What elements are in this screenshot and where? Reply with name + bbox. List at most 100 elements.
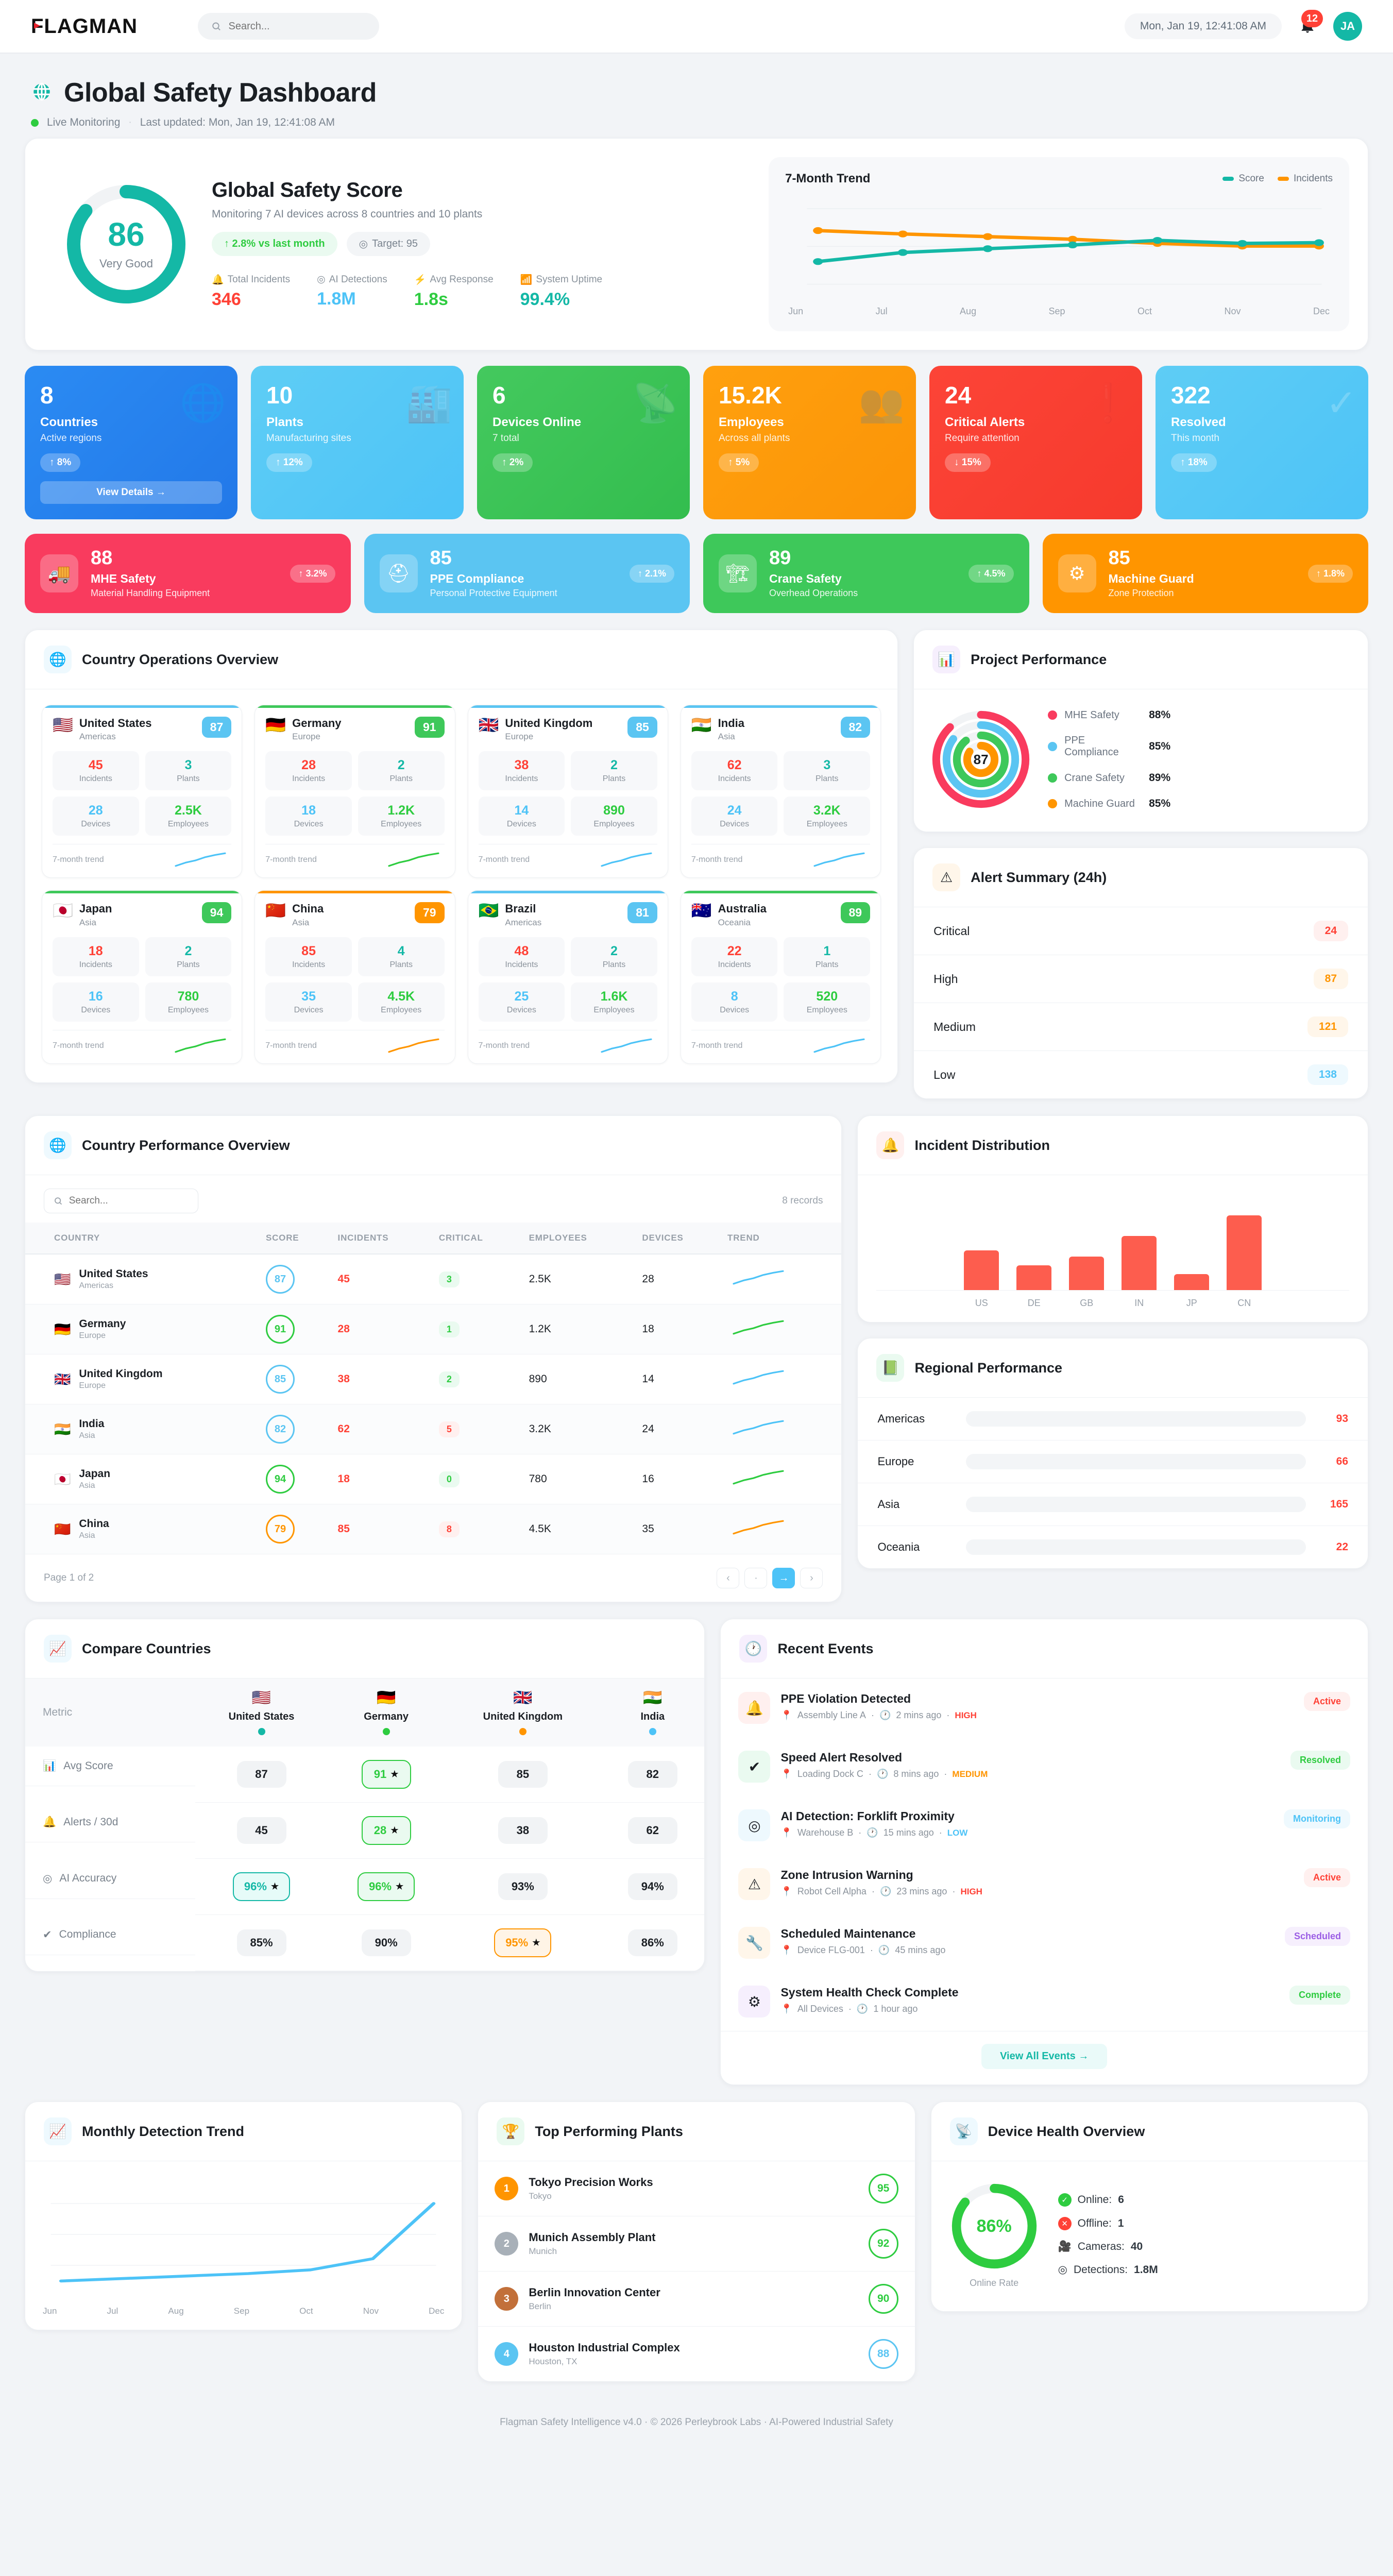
table-search[interactable] [44,1189,198,1213]
plant-row[interactable]: 1 Tokyo Precision Works Tokyo 95 [478,2161,915,2216]
event-location: Assembly Line A [797,1710,866,1720]
country-card[interactable]: 🇨🇳 China Asia 79 85 Incidents 4 Plants 35 D… [254,890,455,1064]
alert-row[interactable]: Low 138 [914,1051,1368,1098]
kpi-card-employees[interactable]: 👥 15.2K Employees Across all plants ↑ 5% [703,366,916,519]
page-dot-button[interactable]: · [744,1568,768,1588]
country-card[interactable]: 🇬🇧 United Kingdom Europe 85 38 Incidents … [467,705,668,878]
alert-row[interactable]: Critical 24 [914,907,1368,955]
incident-x-axis: US DE GB IN JP CN [876,1298,1349,1309]
event-row[interactable]: ◎ AI Detection: Forklift Proximity 📍 Ware… [721,1796,1368,1855]
kpi-card-devices-online[interactable]: 📡 6 Devices Online 7 total ↑ 2% [477,366,690,519]
event-row[interactable]: ⚙ System Health Check Complete 📍 All Devi… [721,1972,1368,2031]
country-region: Asia [79,1431,95,1440]
sparkline [175,852,226,867]
card-accent [255,705,455,708]
column-header[interactable]: TREND [722,1223,842,1255]
device-card-crane-safety[interactable]: 🏗 89 Crane Safety Overhead Operations ↑ … [703,534,1029,613]
plant-row[interactable]: 2 Munich Assembly Plant Munich 92 [478,2216,915,2272]
legend-incidents: Incidents [1277,173,1333,184]
notifications-button[interactable]: 12 [1296,10,1323,38]
safety-score-gauge: 86 Very Good [64,182,188,306]
live-status-label: Live Monitoring [47,116,121,128]
event-row[interactable]: ✔ Speed Alert Resolved 📍 Loading Dock C ·… [721,1737,1368,1796]
table-row[interactable]: 🇺🇸 United States Americas 87 45 3 2.5K 2… [25,1254,842,1304]
target-icon: ◎ [317,274,326,285]
view-all-events-button[interactable]: View All Events → [981,2044,1108,2069]
last-page-button[interactable]: › [800,1568,823,1588]
search-input[interactable] [228,20,366,32]
kpi-card-resolved[interactable]: ✓ 322 Resolved This month ↑ 18% [1156,366,1368,519]
alert-row[interactable]: Medium 121 [914,1003,1368,1051]
country-card[interactable]: 🇯🇵 Japan Asia 94 18 Incidents 2 Plants 16 D… [42,890,243,1064]
event-row[interactable]: 🔧 Scheduled Maintenance 📍 Device FLG-001 … [721,1913,1368,1972]
compare-value: 96% ★ [357,1872,415,1901]
employees-value: 4.5K [523,1504,637,1554]
country-card[interactable]: 🇦🇺 Australia Oceania 89 22 Incidents 1 Pla… [680,890,881,1064]
device-card-ppe-compliance[interactable]: ⛑ 85 PPE Compliance Personal Protective … [364,534,690,613]
event-meta: 📍 All Devices · 🕐 1 hour ago [780,2004,918,2014]
flag-icon: 🇧🇷 [478,901,499,920]
plant-score: 90 [868,2284,898,2314]
table-row[interactable]: 🇯🇵 Japan Asia 94 18 0 780 16 [25,1454,842,1504]
kpi-card-plants[interactable]: 🏭 10 Plants Manufacturing sites ↑ 12% [251,366,464,519]
alert-row[interactable]: High 87 [914,955,1368,1003]
country-card[interactable]: 🇮🇳 India Asia 82 62 Incidents 3 Plants 24 D… [680,705,881,878]
kpi-value: 6 [492,382,506,409]
kpi-delta: ↑ 18% [1171,453,1217,472]
project-performance-title: Project Performance [971,651,1107,667]
plant-row[interactable]: 3 Berlin Innovation Center Berlin 90 [478,2272,915,2327]
column-header[interactable]: COUNTRY [25,1223,261,1255]
country-operations-card: 🌐 Country Operations Overview 🇺🇸 United … [25,630,898,1083]
people-icon: 👥 [858,383,905,424]
event-row[interactable]: ⚠ Zone Intrusion Warning 📍 Robot Cell Alp… [721,1855,1368,1913]
plant-row[interactable]: 4 Houston Industrial Complex Houston, TX… [478,2327,914,2381]
country-card[interactable]: 🇺🇸 United States Americas 87 45 Incidents… [42,705,243,878]
kpi-card-critical-alerts[interactable]: ❗ 24 Critical Alerts Require attention ↓… [929,366,1142,519]
country-card[interactable]: 🇧🇷 Brazil Americas 81 48 Incidents 2 Plant… [467,890,668,1064]
monthly-detection-title: Monthly Detection Trend [82,2123,245,2139]
compare-cell: 96% ★ [195,1858,328,1915]
table-row[interactable]: 🇬🇧 United Kingdom Europe 85 38 2 890 14 [25,1354,842,1404]
column-header[interactable]: SCORE [260,1223,333,1255]
kpi-sublabel: Require attention [945,433,1020,444]
global-search[interactable] [198,13,379,40]
table-row[interactable]: 🇨🇳 China Asia 79 85 8 4.5K 35 [25,1504,842,1554]
table-search-input[interactable] [69,1195,189,1207]
column-header[interactable]: INCIDENTS [332,1223,434,1255]
kpi-card-countries[interactable]: 🌐 8 Countries Active regions ↑ 8% View D… [25,366,237,519]
compare-value: 28 ★ [361,1816,411,1845]
device-health-stats: ✓ Online: 6 ✕ Offline: 1 🎥 Cameras: 40 ◎ De… [1058,2193,1158,2276]
prev-page-button[interactable]: ‹ [717,1568,740,1588]
column-header[interactable]: DEVICES [637,1223,723,1255]
device-card-machine-guard[interactable]: ⚙ 85 Machine Guard Zone Protection ↑ 1.8… [1042,534,1368,613]
column-header[interactable]: CRITICAL [433,1223,524,1255]
event-row[interactable]: 🔔 PPE Violation Detected 📍 Assembly Line … [721,1679,1368,1737]
country-card[interactable]: 🇩🇪 Germany Europe 91 28 Incidents 2 Plants… [254,705,455,878]
column-header[interactable]: EMPLOYEES [523,1223,637,1255]
view-details-button[interactable]: View Details → [40,481,222,504]
trend-chart-legend: Score Incidents [1222,173,1333,184]
critical-badge: 2 [438,1371,460,1387]
kpi-value: 10 [266,382,293,409]
mini-stat-system-uptime: 📶 System Uptime 99.4% [520,274,602,310]
stat-devices: 25 Devices [478,982,565,1022]
alert-count: 121 [1307,1016,1348,1037]
sparkline [733,1520,784,1535]
legend-value: 89% [1149,772,1171,784]
flag-icon: 🇩🇪 [265,716,286,734]
region-bar-track [966,1539,1306,1555]
device-delta: ↑ 2.1% [629,564,674,583]
table-row[interactable]: 🇩🇪 Germany Europe 91 28 1 1.2K 18 [25,1304,842,1354]
table-row[interactable]: 🇮🇳 India Asia 82 62 5 3.2K 24 [25,1404,842,1454]
compare-value: 95% ★ [494,1928,552,1957]
country-name: Japan [79,1468,111,1480]
trend-chart-x-axis: Jun Jul Aug Sep Oct Nov Dec [788,306,1330,316]
device-card-mhe-safety[interactable]: 🚚 88 MHE Safety Material Handling Equipm… [25,534,351,613]
next-page-button[interactable]: → [772,1568,795,1588]
user-avatar[interactable]: JA [1333,12,1362,41]
plant-score: 95 [868,2174,898,2204]
helmet-icon: ⛑ [379,554,418,592]
stat-incidents: 22 Incidents [691,937,778,976]
pin-icon: 📍 [780,1945,792,1955]
